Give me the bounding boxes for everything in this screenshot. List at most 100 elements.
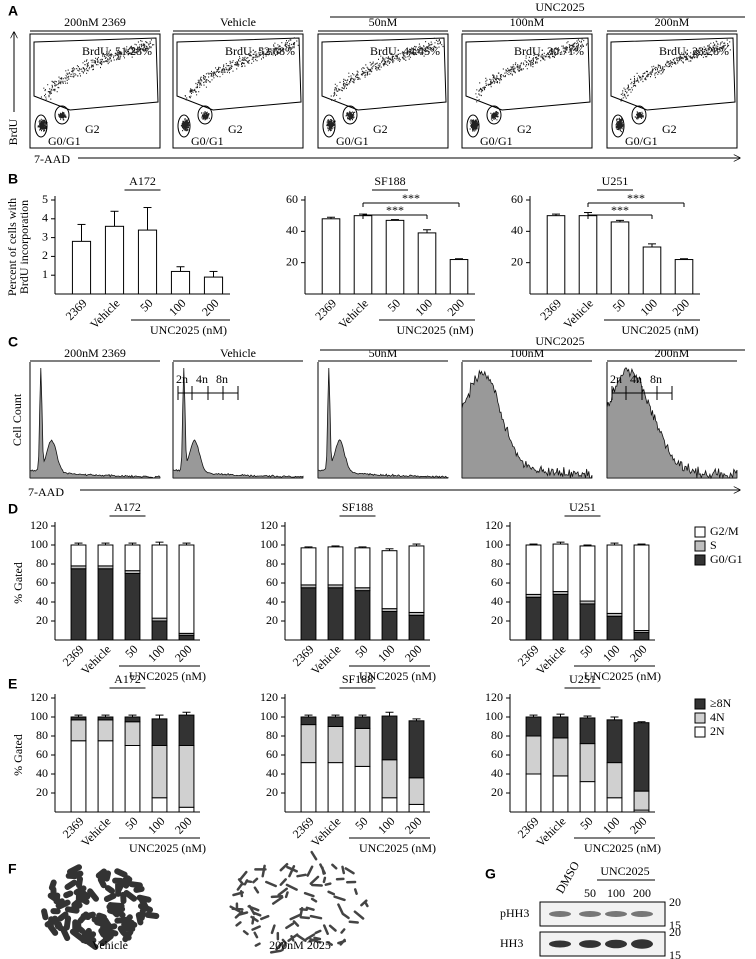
bar-segment [354,547,371,589]
x-tick-label: Vehicle [336,296,371,331]
significance-label: *** [386,203,404,217]
y-tick-label: 60 [511,192,523,206]
y-tick-label: 40 [36,594,48,608]
bar-segment [124,573,141,641]
y-tick-label: 60 [491,575,503,589]
g2-gate [197,105,213,125]
y-tick-label: 40 [36,766,48,780]
bar-segment [300,724,317,764]
group-label: UNC2025 [600,864,649,878]
y-tick-label: 60 [286,192,298,206]
y-tick-label: 120 [30,518,48,532]
bar-segment [381,611,398,641]
x-tick-label: 50 [577,642,595,660]
gate-label: BrdU: 44.45% [370,44,440,58]
x-axis-label: 7-AAD [28,485,64,499]
bar-segment [525,735,542,775]
legend-swatch [694,712,706,724]
panel-letter: B [8,171,18,187]
bar-segment [408,803,425,813]
bar-segment [300,547,317,586]
bar [203,276,224,295]
plot-title: 200nM 2369 [64,346,126,360]
x-tick-label: 2369 [63,296,90,323]
bar-segment [354,590,371,641]
bar-segment [327,726,344,764]
ploidy-label: 8n [650,372,662,386]
x-tick-label: 200 [402,642,425,665]
x-tick-label: 100 [375,642,398,665]
bar [104,225,125,295]
ploidy-label: 8n [216,372,228,386]
x-tick-label: 50 [137,296,155,314]
y-tick-label: 20 [266,785,278,799]
y-tick-label: 80 [491,556,503,570]
x-tick-label: Vehicle [561,296,596,331]
lane-label: DMSO [553,859,583,896]
x-axis-label: 7-AAD [34,152,70,166]
plot-title: 200nM 2369 [64,15,126,29]
bar-segment [151,745,168,799]
chromosomes [229,850,369,954]
y-axis-label: % Gated [11,562,25,604]
plot-title: 50nM [369,15,398,29]
marker-label: 15 [669,948,681,959]
chart-title: SF188 [342,672,373,686]
lane-label: 100 [607,886,625,900]
y-tick-label: 100 [30,709,48,723]
x-tick-label: 200 [669,296,692,319]
x-axis-label: UNC2025 (nM) [584,841,661,855]
x-tick-label: 50 [577,814,595,832]
flow-dots [615,39,731,133]
g2-label: G2 [662,122,677,136]
y-tick-label: 20 [491,613,503,627]
x-tick-label: Vehicle [533,814,568,849]
g2-gate [486,105,502,125]
legend-swatch [694,526,706,538]
bar [71,240,92,295]
g0g1-label: G0/G1 [480,134,513,148]
y-axis-label: Percent of cells with [5,198,19,296]
panel-letter: E [8,676,17,692]
x-tick-label: Vehicle [308,642,343,677]
y-tick-label: 60 [36,575,48,589]
bar-segment [97,719,114,742]
plot-title: 100nM [510,15,545,29]
bar-segment [606,719,623,764]
x-tick-label: 200 [627,642,650,665]
y-tick-label: 100 [485,709,503,723]
x-tick-label: 50 [610,296,628,314]
legend-swatch [694,554,706,566]
bar-segment [300,716,317,726]
plot-frame [461,33,593,149]
bar-segment [327,546,344,586]
bar-segment [178,745,195,808]
bar-segment [525,544,542,595]
significance-label: *** [627,191,645,205]
x-axis-label: UNC2025 (nM) [584,669,661,683]
bar [449,259,469,295]
marker-label: 15 [669,918,681,932]
plot-title: Vehicle [220,15,256,29]
legend-label: G0/G1 [710,552,743,566]
chart-title: U251 [602,174,629,188]
x-tick-label: 100 [166,296,189,319]
bar-segment [525,773,542,813]
g0g1-label: G0/G1 [625,134,658,148]
blot-band [631,939,653,949]
bar [353,215,373,295]
y-tick-label: 2 [42,248,48,262]
y-tick-label: 20 [36,785,48,799]
bar-segment [525,596,542,641]
bar-segment [579,603,596,641]
x-tick-label: 100 [145,642,168,665]
y-tick-label: 120 [485,518,503,532]
plot-title: Vehicle [220,346,256,360]
bar-segment [178,634,195,641]
x-tick-label: Vehicle [533,642,568,677]
x-tick-label: 50 [122,814,140,832]
blot-band [579,911,601,917]
bar-segment [552,716,569,739]
bar-segment [300,587,317,641]
